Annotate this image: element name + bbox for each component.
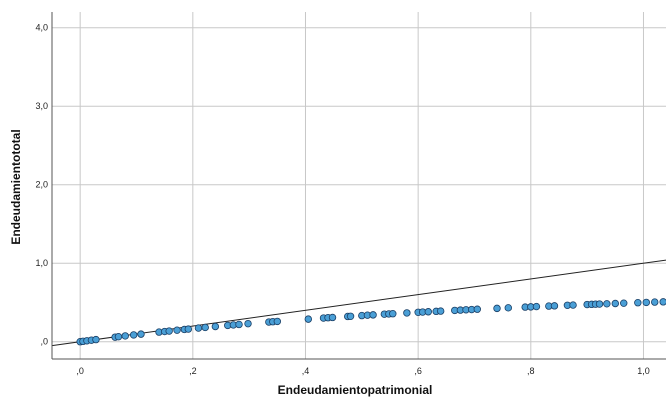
y-tick-labels: ,0 1,0 2,0 3,0 4,0 [35,23,48,347]
scatter-point [603,300,611,308]
y-tick-label: 2,0 [35,180,48,190]
scatter-point [165,327,173,335]
scatter-point [129,331,138,339]
x-tick-labels: ,0 ,2 ,4 ,6 ,8 1,0 [76,366,649,376]
scatter-point [121,332,129,340]
y-tick-label: 3,0 [35,101,48,111]
scatter-point [137,330,145,338]
scatter-point [201,323,209,332]
scatter-point [550,302,559,310]
scatter-point [92,335,100,344]
scatter-point [651,298,659,306]
scatter-point [611,299,620,308]
y-tick-label: 1,0 [35,258,48,268]
reference-line-segment [51,259,666,347]
scatter-point [184,325,193,333]
scatter-point [532,302,541,311]
scatter-point [211,322,220,331]
scatter-point [114,333,123,341]
scatter-point [244,319,252,328]
scatter-point [273,317,282,326]
scatter-point [473,305,481,313]
x-tick-label: ,4 [302,366,310,376]
x-tick-label: 1,0 [637,366,650,376]
scatter-point [642,298,650,307]
scatter-point [403,309,411,317]
scatter-point [424,308,432,316]
x-tick-label: ,6 [414,366,422,376]
scatter-point [235,320,243,329]
scatter-point [173,326,181,334]
y-tick-label: ,0 [40,337,48,347]
y-tick-label: 4,0 [35,23,48,33]
scatter-point [504,304,512,312]
scatter-point [346,312,355,320]
x-tick-label: ,8 [527,366,535,376]
scatter-point [634,299,642,307]
y-axis-title: Endeudamientototal [9,129,23,244]
scatter-point [369,311,377,319]
scatter-point [659,298,666,306]
scatter-point [569,301,577,309]
grid-lines [52,12,666,359]
scatter-point [194,324,203,332]
data-points [76,298,666,346]
scatter-point [328,313,337,322]
scatter-point [595,300,604,308]
scatter-point [620,299,628,307]
scatter-point [304,315,313,323]
x-axis-title: Endeudamientopatrimonial [278,383,433,397]
scatter-point [436,307,445,315]
reference-line [51,259,666,347]
x-tick-label: ,2 [189,366,197,376]
scatter-point [389,310,397,318]
scatter-point [493,304,501,313]
x-tick-label: ,0 [76,366,84,376]
